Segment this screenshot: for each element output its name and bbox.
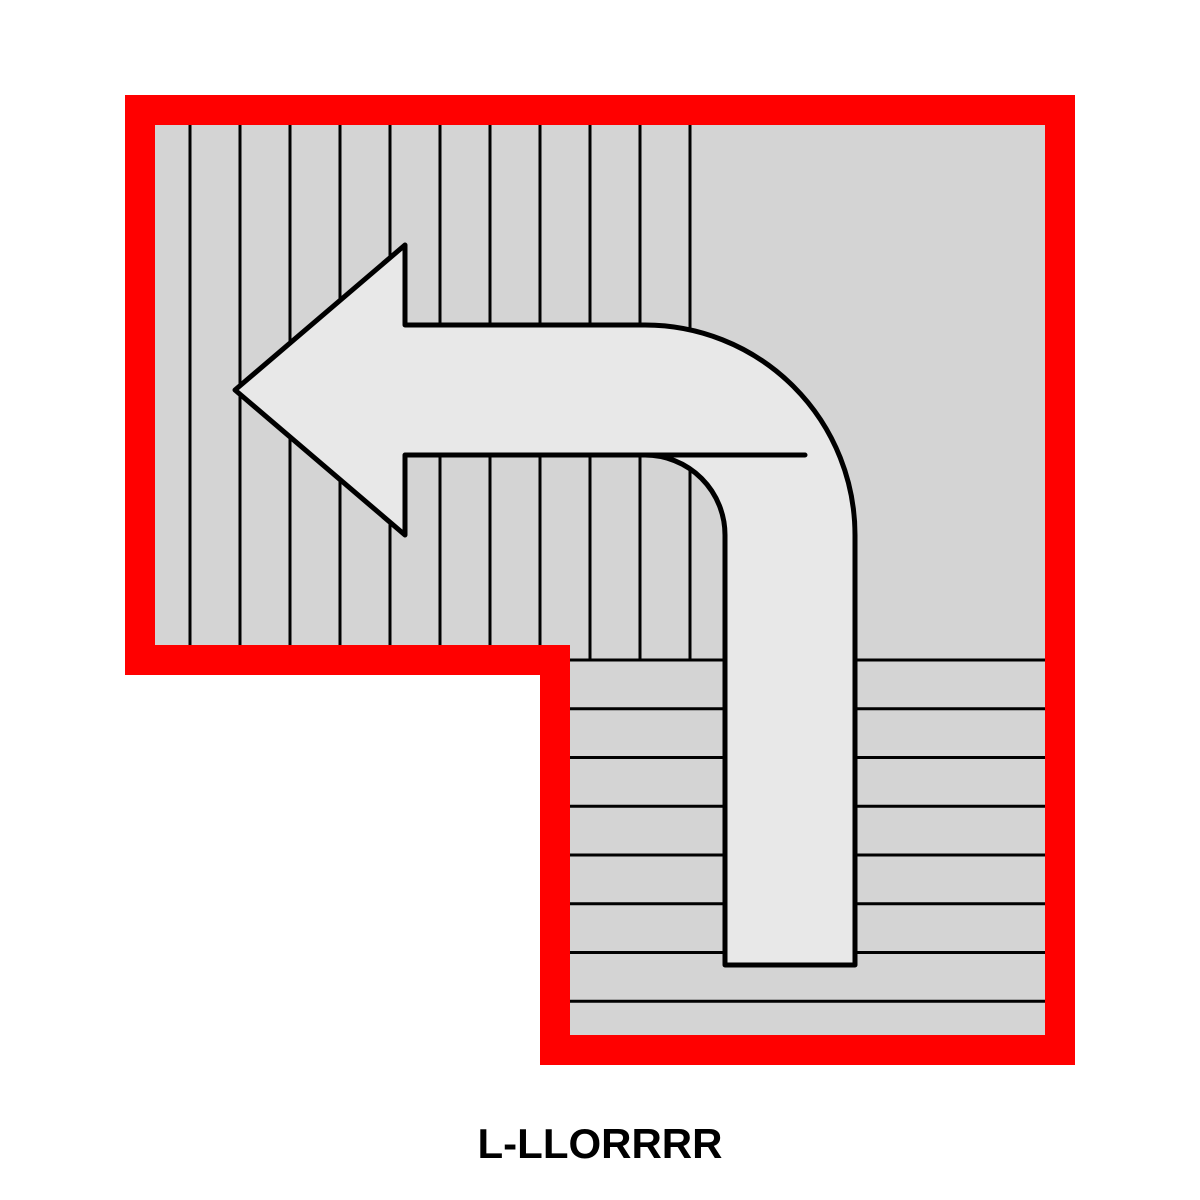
floor-fill xyxy=(140,110,1060,1050)
stair-diagram xyxy=(90,60,1110,1080)
diagram-caption: L-LLORRRR xyxy=(0,1120,1200,1168)
